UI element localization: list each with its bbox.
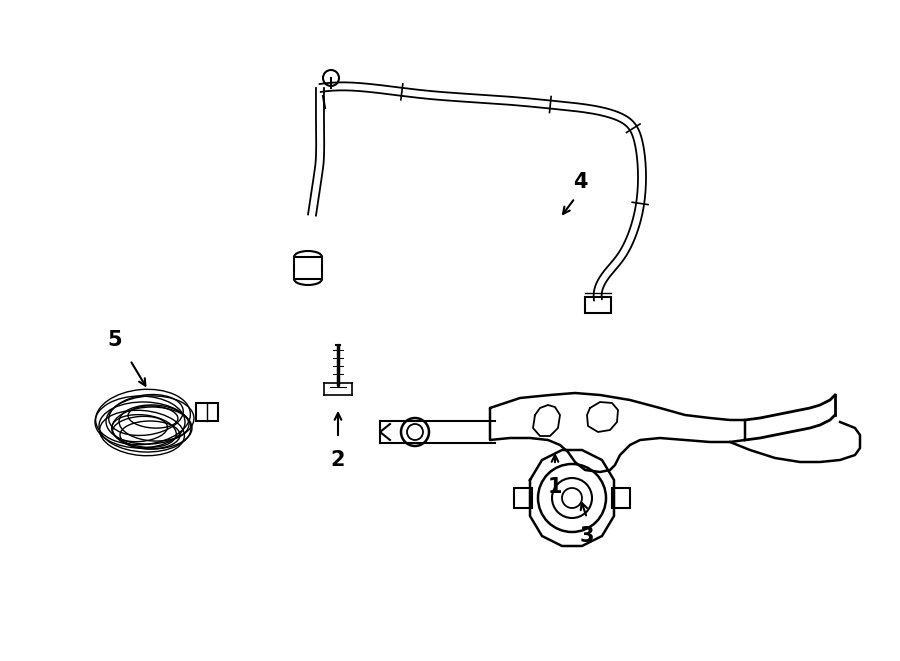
Bar	[612, 488, 630, 508]
Text: 5: 5	[108, 330, 122, 350]
Text: 3: 3	[580, 526, 594, 546]
Text: 4: 4	[572, 172, 587, 192]
Bar	[294, 257, 322, 279]
Bar	[514, 488, 532, 508]
Text: 1: 1	[548, 477, 562, 497]
Bar	[196, 403, 218, 421]
Text: 2: 2	[331, 450, 346, 470]
Bar	[585, 297, 611, 313]
